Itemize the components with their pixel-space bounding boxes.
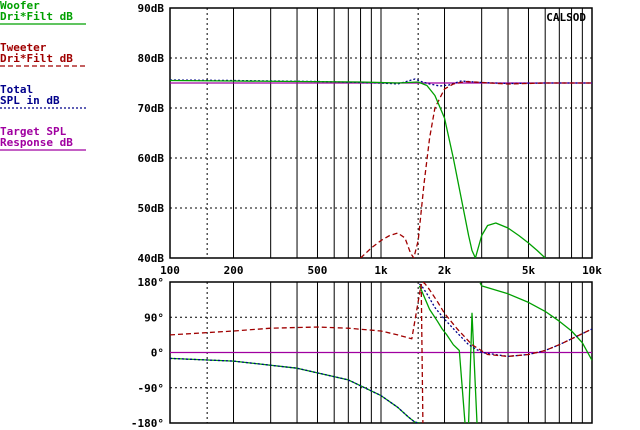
y-tick-label: 0° xyxy=(151,347,164,360)
legend-label-line1: Target SPL xyxy=(0,125,67,138)
legend-label-line2: Dri*Filt dB xyxy=(0,10,73,23)
y-tick-label: -180° xyxy=(131,417,164,430)
x-tick-labels: 100 200 500 1k 2k 5k 10k xyxy=(160,264,602,277)
series-lines xyxy=(170,78,592,258)
legend-label-line2: Response dB xyxy=(0,136,73,149)
x-tick-label: 1k xyxy=(374,264,388,277)
legend-label-line1: Woofer xyxy=(0,0,40,12)
x-tick-label: 200 xyxy=(224,264,244,277)
x-tick-label: 100 xyxy=(160,264,180,277)
legend-label-line2: SPL in dB xyxy=(0,94,60,107)
brand-label: CALSOD xyxy=(546,11,586,24)
y-tick-label: 40dB xyxy=(138,252,165,265)
y-tick-label: 50dB xyxy=(138,202,165,215)
grid-lines xyxy=(169,7,593,259)
series-lines xyxy=(170,282,592,423)
series-line-woofer-dri-filt-db xyxy=(170,79,546,258)
legend-label-line1: Tweeter xyxy=(0,41,47,54)
y-tick-labels: 180° 90° 0° -90° -180° xyxy=(131,276,164,430)
phase-line-tweeter xyxy=(170,283,422,340)
phase-line-total xyxy=(170,357,420,423)
plot-frame xyxy=(169,7,593,259)
x-tick-label: 500 xyxy=(308,264,328,277)
phase-panel: 180° 90° 0° -90° -180° xyxy=(131,276,593,430)
phase-line-tweeter xyxy=(422,282,592,358)
y-tick-label: -90° xyxy=(138,382,165,395)
legend-label-line2: Dri*Filt dB xyxy=(0,52,73,65)
y-tick-labels: 90dB 80dB 70dB 60dB 50dB 40dB xyxy=(138,2,165,265)
x-tick-label: 2k xyxy=(438,264,452,277)
y-tick-label: 90dB xyxy=(138,2,165,15)
legend-label-line1: Total xyxy=(0,83,33,96)
x-tick-label: 5k xyxy=(522,264,536,277)
y-tick-label: 180° xyxy=(138,276,165,289)
y-tick-label: 70dB xyxy=(138,102,165,115)
y-tick-label: 60dB xyxy=(138,152,165,165)
phase-line-woofer xyxy=(467,312,478,423)
phase-line-total xyxy=(418,283,592,358)
x-tick-label: 10k xyxy=(582,264,602,277)
phase-line-woofer xyxy=(418,285,466,423)
phase-line-woofer xyxy=(479,282,592,361)
y-tick-label: 90° xyxy=(144,311,164,324)
phase-line-tweeter xyxy=(420,283,424,423)
y-tick-label: 80dB xyxy=(138,52,165,65)
